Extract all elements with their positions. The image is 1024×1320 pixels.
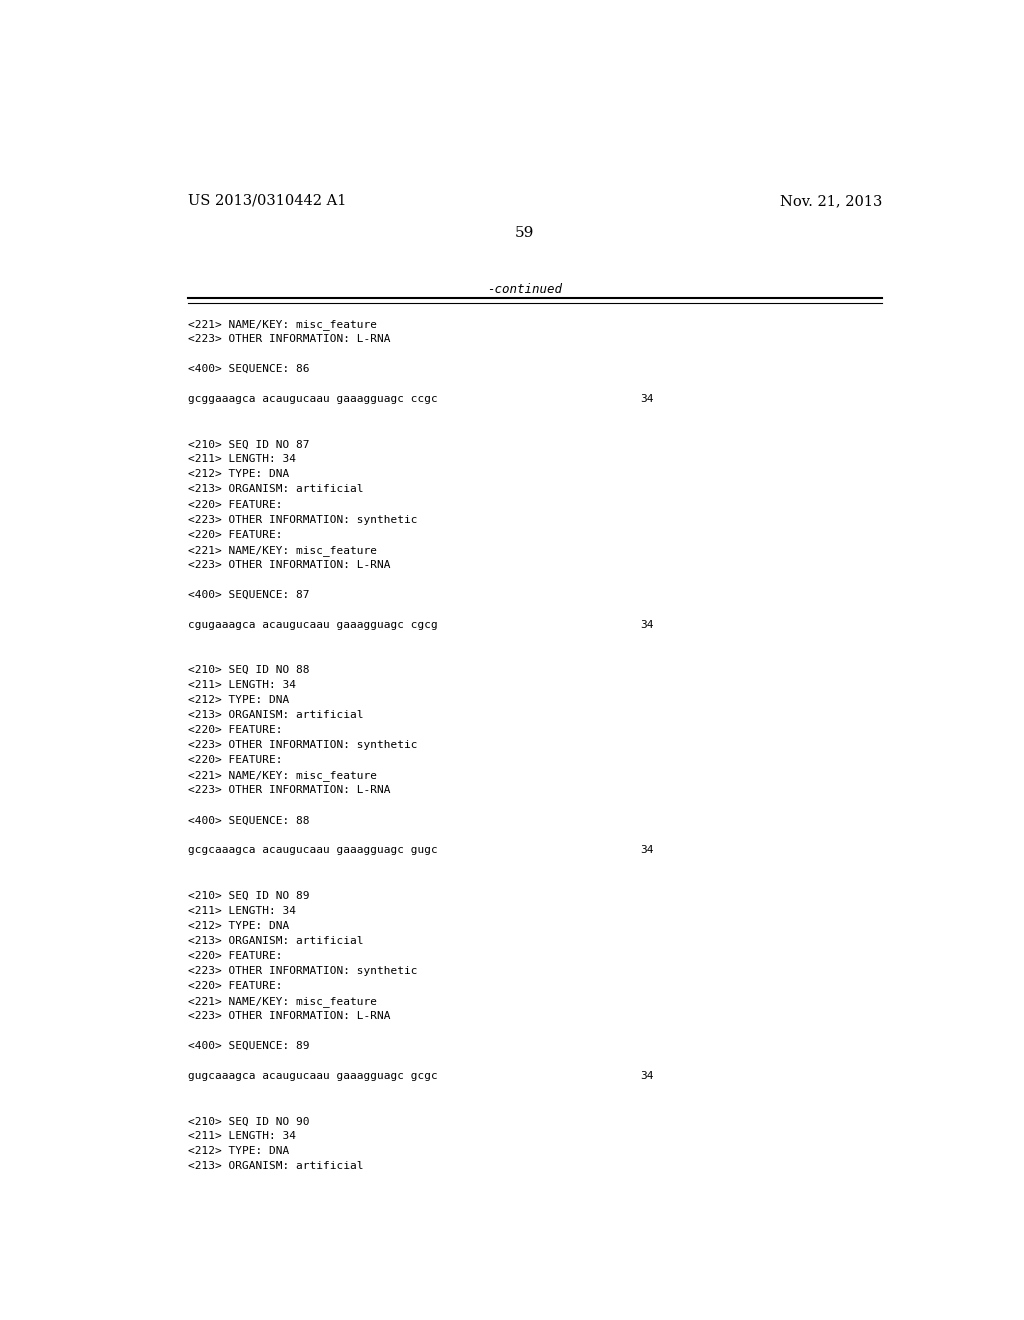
Text: <211> LENGTH: 34: <211> LENGTH: 34 — [187, 906, 296, 916]
Text: <213> ORGANISM: artificial: <213> ORGANISM: artificial — [187, 1162, 364, 1171]
Text: Nov. 21, 2013: Nov. 21, 2013 — [779, 194, 882, 209]
Text: <211> LENGTH: 34: <211> LENGTH: 34 — [187, 1131, 296, 1142]
Text: 59: 59 — [515, 227, 535, 240]
Text: gcgcaaagca acaugucaau gaaagguagc gugc: gcgcaaagca acaugucaau gaaagguagc gugc — [187, 846, 437, 855]
Text: <212> TYPE: DNA: <212> TYPE: DNA — [187, 1146, 289, 1156]
Text: <221> NAME/KEY: misc_feature: <221> NAME/KEY: misc_feature — [187, 545, 377, 556]
Text: 34: 34 — [640, 395, 653, 404]
Text: <400> SEQUENCE: 87: <400> SEQUENCE: 87 — [187, 590, 309, 599]
Text: <400> SEQUENCE: 86: <400> SEQUENCE: 86 — [187, 364, 309, 374]
Text: <211> LENGTH: 34: <211> LENGTH: 34 — [187, 680, 296, 690]
Text: <220> FEATURE:: <220> FEATURE: — [187, 499, 282, 510]
Text: <223> OTHER INFORMATION: synthetic: <223> OTHER INFORMATION: synthetic — [187, 515, 417, 524]
Text: <221> NAME/KEY: misc_feature: <221> NAME/KEY: misc_feature — [187, 319, 377, 330]
Text: <220> FEATURE:: <220> FEATURE: — [187, 981, 282, 991]
Text: -continued: -continued — [487, 284, 562, 297]
Text: US 2013/0310442 A1: US 2013/0310442 A1 — [187, 194, 346, 209]
Text: <212> TYPE: DNA: <212> TYPE: DNA — [187, 696, 289, 705]
Text: gugcaaagca acaugucaau gaaagguagc gcgc: gugcaaagca acaugucaau gaaagguagc gcgc — [187, 1071, 437, 1081]
Text: gcggaaagca acaugucaau gaaagguagc ccgc: gcggaaagca acaugucaau gaaagguagc ccgc — [187, 395, 437, 404]
Text: <221> NAME/KEY: misc_feature: <221> NAME/KEY: misc_feature — [187, 771, 377, 781]
Text: <223> OTHER INFORMATION: L-RNA: <223> OTHER INFORMATION: L-RNA — [187, 334, 390, 345]
Text: <212> TYPE: DNA: <212> TYPE: DNA — [187, 470, 289, 479]
Text: <223> OTHER INFORMATION: L-RNA: <223> OTHER INFORMATION: L-RNA — [187, 1011, 390, 1020]
Text: <400> SEQUENCE: 88: <400> SEQUENCE: 88 — [187, 816, 309, 825]
Text: <220> FEATURE:: <220> FEATURE: — [187, 529, 282, 540]
Text: <223> OTHER INFORMATION: L-RNA: <223> OTHER INFORMATION: L-RNA — [187, 560, 390, 570]
Text: <213> ORGANISM: artificial: <213> ORGANISM: artificial — [187, 936, 364, 945]
Text: <220> FEATURE:: <220> FEATURE: — [187, 755, 282, 766]
Text: 34: 34 — [640, 1071, 653, 1081]
Text: cgugaaagca acaugucaau gaaagguagc cgcg: cgugaaagca acaugucaau gaaagguagc cgcg — [187, 620, 437, 630]
Text: <210> SEQ ID NO 89: <210> SEQ ID NO 89 — [187, 891, 309, 900]
Text: <210> SEQ ID NO 88: <210> SEQ ID NO 88 — [187, 665, 309, 675]
Text: <211> LENGTH: 34: <211> LENGTH: 34 — [187, 454, 296, 465]
Text: <220> FEATURE:: <220> FEATURE: — [187, 725, 282, 735]
Text: <223> OTHER INFORMATION: synthetic: <223> OTHER INFORMATION: synthetic — [187, 741, 417, 750]
Text: <213> ORGANISM: artificial: <213> ORGANISM: artificial — [187, 484, 364, 495]
Text: 34: 34 — [640, 620, 653, 630]
Text: <210> SEQ ID NO 87: <210> SEQ ID NO 87 — [187, 440, 309, 449]
Text: <221> NAME/KEY: misc_feature: <221> NAME/KEY: misc_feature — [187, 995, 377, 1007]
Text: <210> SEQ ID NO 90: <210> SEQ ID NO 90 — [187, 1117, 309, 1126]
Text: <223> OTHER INFORMATION: L-RNA: <223> OTHER INFORMATION: L-RNA — [187, 785, 390, 796]
Text: <213> ORGANISM: artificial: <213> ORGANISM: artificial — [187, 710, 364, 721]
Text: <212> TYPE: DNA: <212> TYPE: DNA — [187, 921, 289, 931]
Text: 34: 34 — [640, 846, 653, 855]
Text: <220> FEATURE:: <220> FEATURE: — [187, 950, 282, 961]
Text: <400> SEQUENCE: 89: <400> SEQUENCE: 89 — [187, 1041, 309, 1051]
Text: <223> OTHER INFORMATION: synthetic: <223> OTHER INFORMATION: synthetic — [187, 966, 417, 975]
